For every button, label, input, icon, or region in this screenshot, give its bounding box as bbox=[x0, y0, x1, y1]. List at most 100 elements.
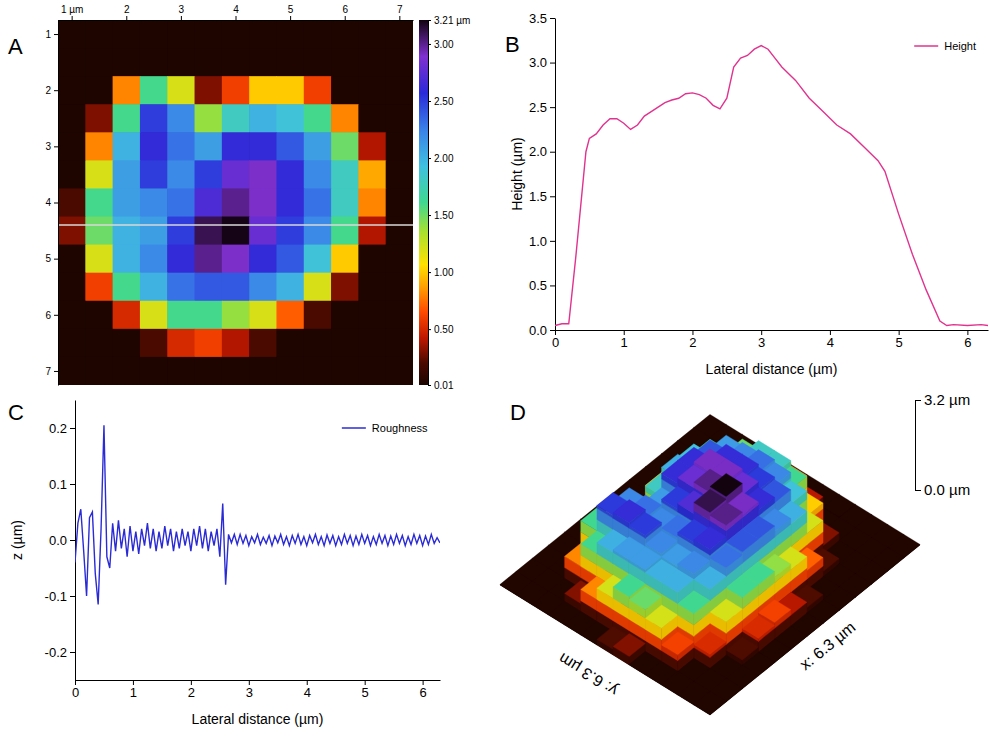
tick-mark bbox=[236, 16, 237, 20]
surface-top bbox=[629, 512, 661, 535]
tick-mark bbox=[181, 16, 182, 20]
heatmap-cell bbox=[304, 48, 332, 77]
heatmap-cell bbox=[386, 104, 413, 133]
axis-line bbox=[75, 401, 76, 681]
surface-top bbox=[694, 691, 726, 714]
heatmap-cell bbox=[358, 273, 386, 302]
tick-label: 3 bbox=[246, 685, 253, 700]
heatmap-cell bbox=[140, 160, 168, 189]
heatmap-cell bbox=[195, 245, 223, 274]
tick: 0.0 µm bbox=[915, 481, 970, 498]
tick-label: 6 bbox=[45, 310, 51, 321]
heatmap-cell bbox=[195, 160, 223, 189]
profile-line bbox=[58, 224, 413, 226]
heatmap-cell bbox=[113, 104, 141, 133]
tick-label: 2 bbox=[689, 335, 696, 350]
surface-top bbox=[694, 526, 726, 549]
tick: 1 bbox=[130, 680, 137, 700]
tick-mark bbox=[550, 107, 555, 108]
tick: 1 bbox=[621, 330, 628, 350]
y-axis-title: y: 6.3 µm bbox=[556, 650, 621, 699]
heatmap-cell bbox=[113, 160, 141, 189]
heatmap-cell bbox=[167, 273, 195, 302]
tick-mark bbox=[126, 16, 127, 20]
colorbar bbox=[419, 20, 428, 385]
tick-mark bbox=[428, 101, 431, 102]
heatmap-cell bbox=[195, 329, 223, 358]
surface-top bbox=[662, 632, 694, 655]
tick-label: 0.01 bbox=[434, 380, 454, 391]
heatmap-cell bbox=[222, 329, 250, 358]
heatmap-cell bbox=[276, 245, 304, 274]
y-axis: -0.2-0.10.00.10.2 bbox=[45, 401, 76, 681]
heatmap-cell bbox=[386, 20, 413, 49]
plot-background bbox=[58, 20, 413, 385]
heatmap-cell bbox=[276, 329, 304, 358]
heatmap-cell bbox=[222, 20, 250, 49]
x-axis: 0123456 bbox=[72, 680, 441, 700]
heatmap-cell bbox=[113, 301, 141, 330]
heatmap-cell bbox=[249, 132, 277, 161]
surface-top bbox=[742, 616, 774, 639]
heatmap-cell bbox=[331, 132, 359, 161]
tick: 2 bbox=[188, 680, 195, 700]
tick-label: 3 bbox=[758, 335, 765, 350]
heatmap-cell bbox=[304, 20, 332, 49]
tick-label: 1 bbox=[621, 335, 628, 350]
tick-label: 0.5 bbox=[529, 278, 547, 293]
heatmap-cell bbox=[113, 245, 141, 274]
heatmap-cell bbox=[85, 160, 113, 189]
axis-line bbox=[915, 401, 916, 491]
heatmap-cell bbox=[222, 245, 250, 274]
tick-mark bbox=[72, 16, 73, 20]
tick: 5 bbox=[288, 4, 294, 20]
heatmap-cell bbox=[358, 188, 386, 217]
tick-label: 0.50 bbox=[434, 324, 454, 335]
tick: 3 bbox=[179, 4, 185, 20]
heatmap-cell bbox=[358, 76, 386, 105]
tick-label: 6 bbox=[420, 685, 427, 700]
tick: 4 bbox=[304, 680, 311, 700]
heatmap-cell bbox=[140, 188, 168, 217]
heatmap-cell bbox=[386, 357, 413, 385]
heatmap-cell bbox=[58, 245, 86, 274]
heatmap-cell bbox=[140, 48, 168, 77]
y-axis-title: z (µm) bbox=[9, 520, 25, 560]
tick-label: -0.2 bbox=[45, 645, 67, 660]
tick: 6 bbox=[964, 330, 971, 350]
heatmap-cell bbox=[140, 104, 168, 133]
tick: 0 bbox=[72, 680, 79, 700]
heatmap-cell bbox=[140, 132, 168, 161]
tick-label: 2 bbox=[124, 4, 130, 15]
tick: -0.1 bbox=[45, 589, 75, 604]
heatmap-cell bbox=[195, 357, 223, 385]
heatmap-cell bbox=[167, 48, 195, 77]
tick-label: 4 bbox=[45, 197, 51, 208]
heatmap-cell bbox=[195, 217, 223, 246]
heatmap-cell bbox=[358, 329, 386, 358]
tick: 1.00 bbox=[428, 267, 454, 278]
heatmap-cell bbox=[304, 357, 332, 385]
tick-label: 1.50 bbox=[434, 210, 454, 221]
heatmap-cell bbox=[140, 329, 168, 358]
tick-mark bbox=[54, 259, 58, 260]
tick-mark bbox=[428, 385, 431, 386]
legend: Height bbox=[914, 40, 976, 52]
surface-top bbox=[710, 502, 742, 525]
heatmap-cell bbox=[58, 132, 86, 161]
legend-label: Roughness bbox=[372, 422, 428, 434]
tick: 2 bbox=[689, 330, 696, 350]
tick-mark bbox=[915, 400, 921, 401]
tick-mark bbox=[550, 196, 555, 197]
heatmap-cell bbox=[58, 20, 86, 49]
heatmap-cell bbox=[304, 273, 332, 302]
tick: 3 bbox=[45, 141, 58, 152]
heatmap-cell bbox=[58, 48, 86, 77]
heatmap-cell bbox=[222, 104, 250, 133]
heatmap-cell bbox=[85, 301, 113, 330]
tick-label: 7 bbox=[45, 366, 51, 377]
tick: 2 bbox=[45, 85, 58, 96]
surface-top bbox=[694, 632, 726, 655]
heatmap-cell bbox=[249, 48, 277, 77]
heatmap-cell bbox=[358, 301, 386, 330]
